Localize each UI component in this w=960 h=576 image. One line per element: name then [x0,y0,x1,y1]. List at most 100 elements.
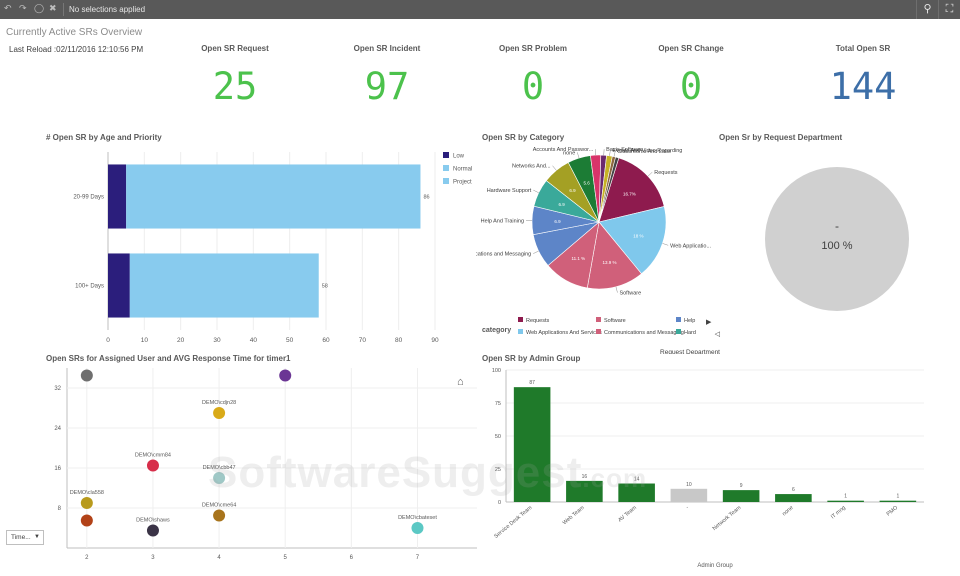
legend-swatch [443,165,449,171]
bar-value-label: 1 [844,494,847,500]
slice-label: Classrooms And Labs [617,149,671,155]
category-title: Open SR by Category [482,133,565,142]
slice-label: Web Applicatio... [670,243,711,249]
age-priority-chart[interactable]: 0 10 20 30 40 50 60 70 80 90 20-99 Days 86 100+ Days… [40,144,480,354]
bar [879,500,917,502]
legend-swatch [518,329,523,334]
x-tick-label: 50 [286,337,294,344]
lasso-icon[interactable]: ◯ [34,3,45,13]
home-icon[interactable]: ⌂ [457,376,464,388]
point-label: DEMO\cmm84 [135,453,171,459]
kpi-value: 97 [364,65,410,108]
x-tick-label: AV Team [617,505,638,524]
kpi-total-open-sr[interactable]: Total Open SR 144 [788,44,938,108]
scatter-point [146,524,159,537]
kpi-label: Total Open SR [835,44,891,53]
slice-leader-line [609,149,611,156]
x-tick-label: 2 [85,555,89,561]
point-label: DEMO\cbateset [398,515,437,521]
legend-label: Low [453,154,465,160]
y-tick-label: 75 [495,401,501,407]
category-label: 20-99 Days [73,195,104,201]
legend-title: category [482,327,511,334]
sheet-title: Currently Active SRs Overview [6,27,143,38]
department-pie-chart[interactable]: - 100 % [760,144,920,344]
clear-selections-icon[interactable]: ✖ [49,3,57,13]
legend-label: Web Applications And Services [526,330,602,336]
bar [513,387,551,502]
bar-value-label: 87 [529,380,535,386]
scatter-point [80,514,93,527]
x-tick-label: 6 [350,555,354,561]
scatter-point [146,459,159,472]
category-pie-chart[interactable]: 16.7% Requests 18 % Web Applicatio... 13.9 %… [476,144,721,354]
admin-title: Open SR by Admin Group [482,354,581,363]
top-toolbar: ↶ ↷ ◯ ✖ No selections applied ⚲ ⛶ [0,0,960,19]
y-tick-label: 16 [54,466,61,472]
slice-leader-line [577,152,580,159]
request-department-label: Request Department [660,349,720,354]
slice-value-label: 13.9 % [602,260,616,265]
y-tick-label: 32 [54,386,61,392]
pie-slice [765,167,909,311]
x-tick-label: 20 [177,337,185,344]
time-dropdown-label: Time... [11,534,31,541]
time-dropdown[interactable]: Time... ▼ [6,530,44,545]
legend-label: Communications and Messaging [604,330,684,336]
step-back-icon[interactable]: ↶ [4,3,12,13]
slice-label: Networks And... [512,164,551,170]
kpi-label: Open SR Incident [353,44,421,53]
y-tick-label: 8 [58,506,62,512]
slice-label: Communications and Messaging [476,252,531,258]
bar-total-label: 58 [322,284,328,290]
bar [618,483,655,502]
search-icon[interactable]: ⚲ [916,0,938,19]
kpi-open-sr-request[interactable]: Open SR Request 25 [160,44,310,108]
pie-dash-label: - [835,219,839,233]
selection-tools: ↶ ↷ ◯ ✖ [4,4,58,13]
assigned-user-scatter-chart[interactable]: 8 16 24 32 2 3 4 5 6 7 DEMO\cla558 DEMO\cmm84 DEMO\s… [40,362,480,568]
bar-segment [129,253,319,318]
kpi-open-sr-incident[interactable]: Open SR Incident 97 [312,44,462,108]
y-tick-label: 24 [54,426,61,432]
pie-percent-label: 100 % [821,240,852,252]
legend-label: Normal [453,167,472,173]
selection-status: No selections applied [69,5,146,14]
x-tick-label: 4 [217,555,221,561]
bar [670,488,708,502]
legend-next-arrow: ▶ [706,319,712,326]
x-tick-label: 70 [359,337,367,344]
watermark-suffix: .com [582,463,648,493]
fullscreen-icon[interactable]: ⛶ [938,0,960,19]
y-tick-label: 0 [498,500,501,506]
caret-down-icon: ▼ [34,534,40,540]
step-forward-icon[interactable]: ↷ [19,3,27,13]
bar [827,500,864,502]
slice-label: Accounts And Passwor... [533,147,594,153]
slice-value-label: 16.7% [623,192,636,197]
kpi-value: 0 [521,65,545,108]
slice-value-label: 6.9 [559,202,566,207]
pie-slice [586,221,642,290]
watermark-logo: SoftwareSuggest.com [208,448,647,498]
pie-slice [598,156,620,223]
kpi-open-sr-problem[interactable]: Open SR Problem 0 [458,44,608,108]
x-axis-label: Admin Group [697,563,733,569]
slice-leader-line [552,165,557,171]
kpi-open-sr-change[interactable]: Open SR Change 0 [616,44,766,108]
scatter-point [279,369,292,382]
x-tick-label: Network Team [712,505,743,532]
bar-value-label: 10 [686,482,692,488]
legend-prev-arrow: ◁ [715,331,721,338]
x-tick-label: 10 [141,337,149,344]
age-priority-title: # Open SR by Age and Priority [46,133,162,142]
slice-value-label: 11.1 % [572,256,586,261]
legend-swatch [596,329,601,334]
x-tick-label: 5 [284,555,288,561]
bar [775,494,812,502]
slice-leader-line [533,189,539,193]
y-tick-label: 25 [495,467,501,473]
pie-slice [598,206,667,275]
scatter-point [213,509,226,522]
